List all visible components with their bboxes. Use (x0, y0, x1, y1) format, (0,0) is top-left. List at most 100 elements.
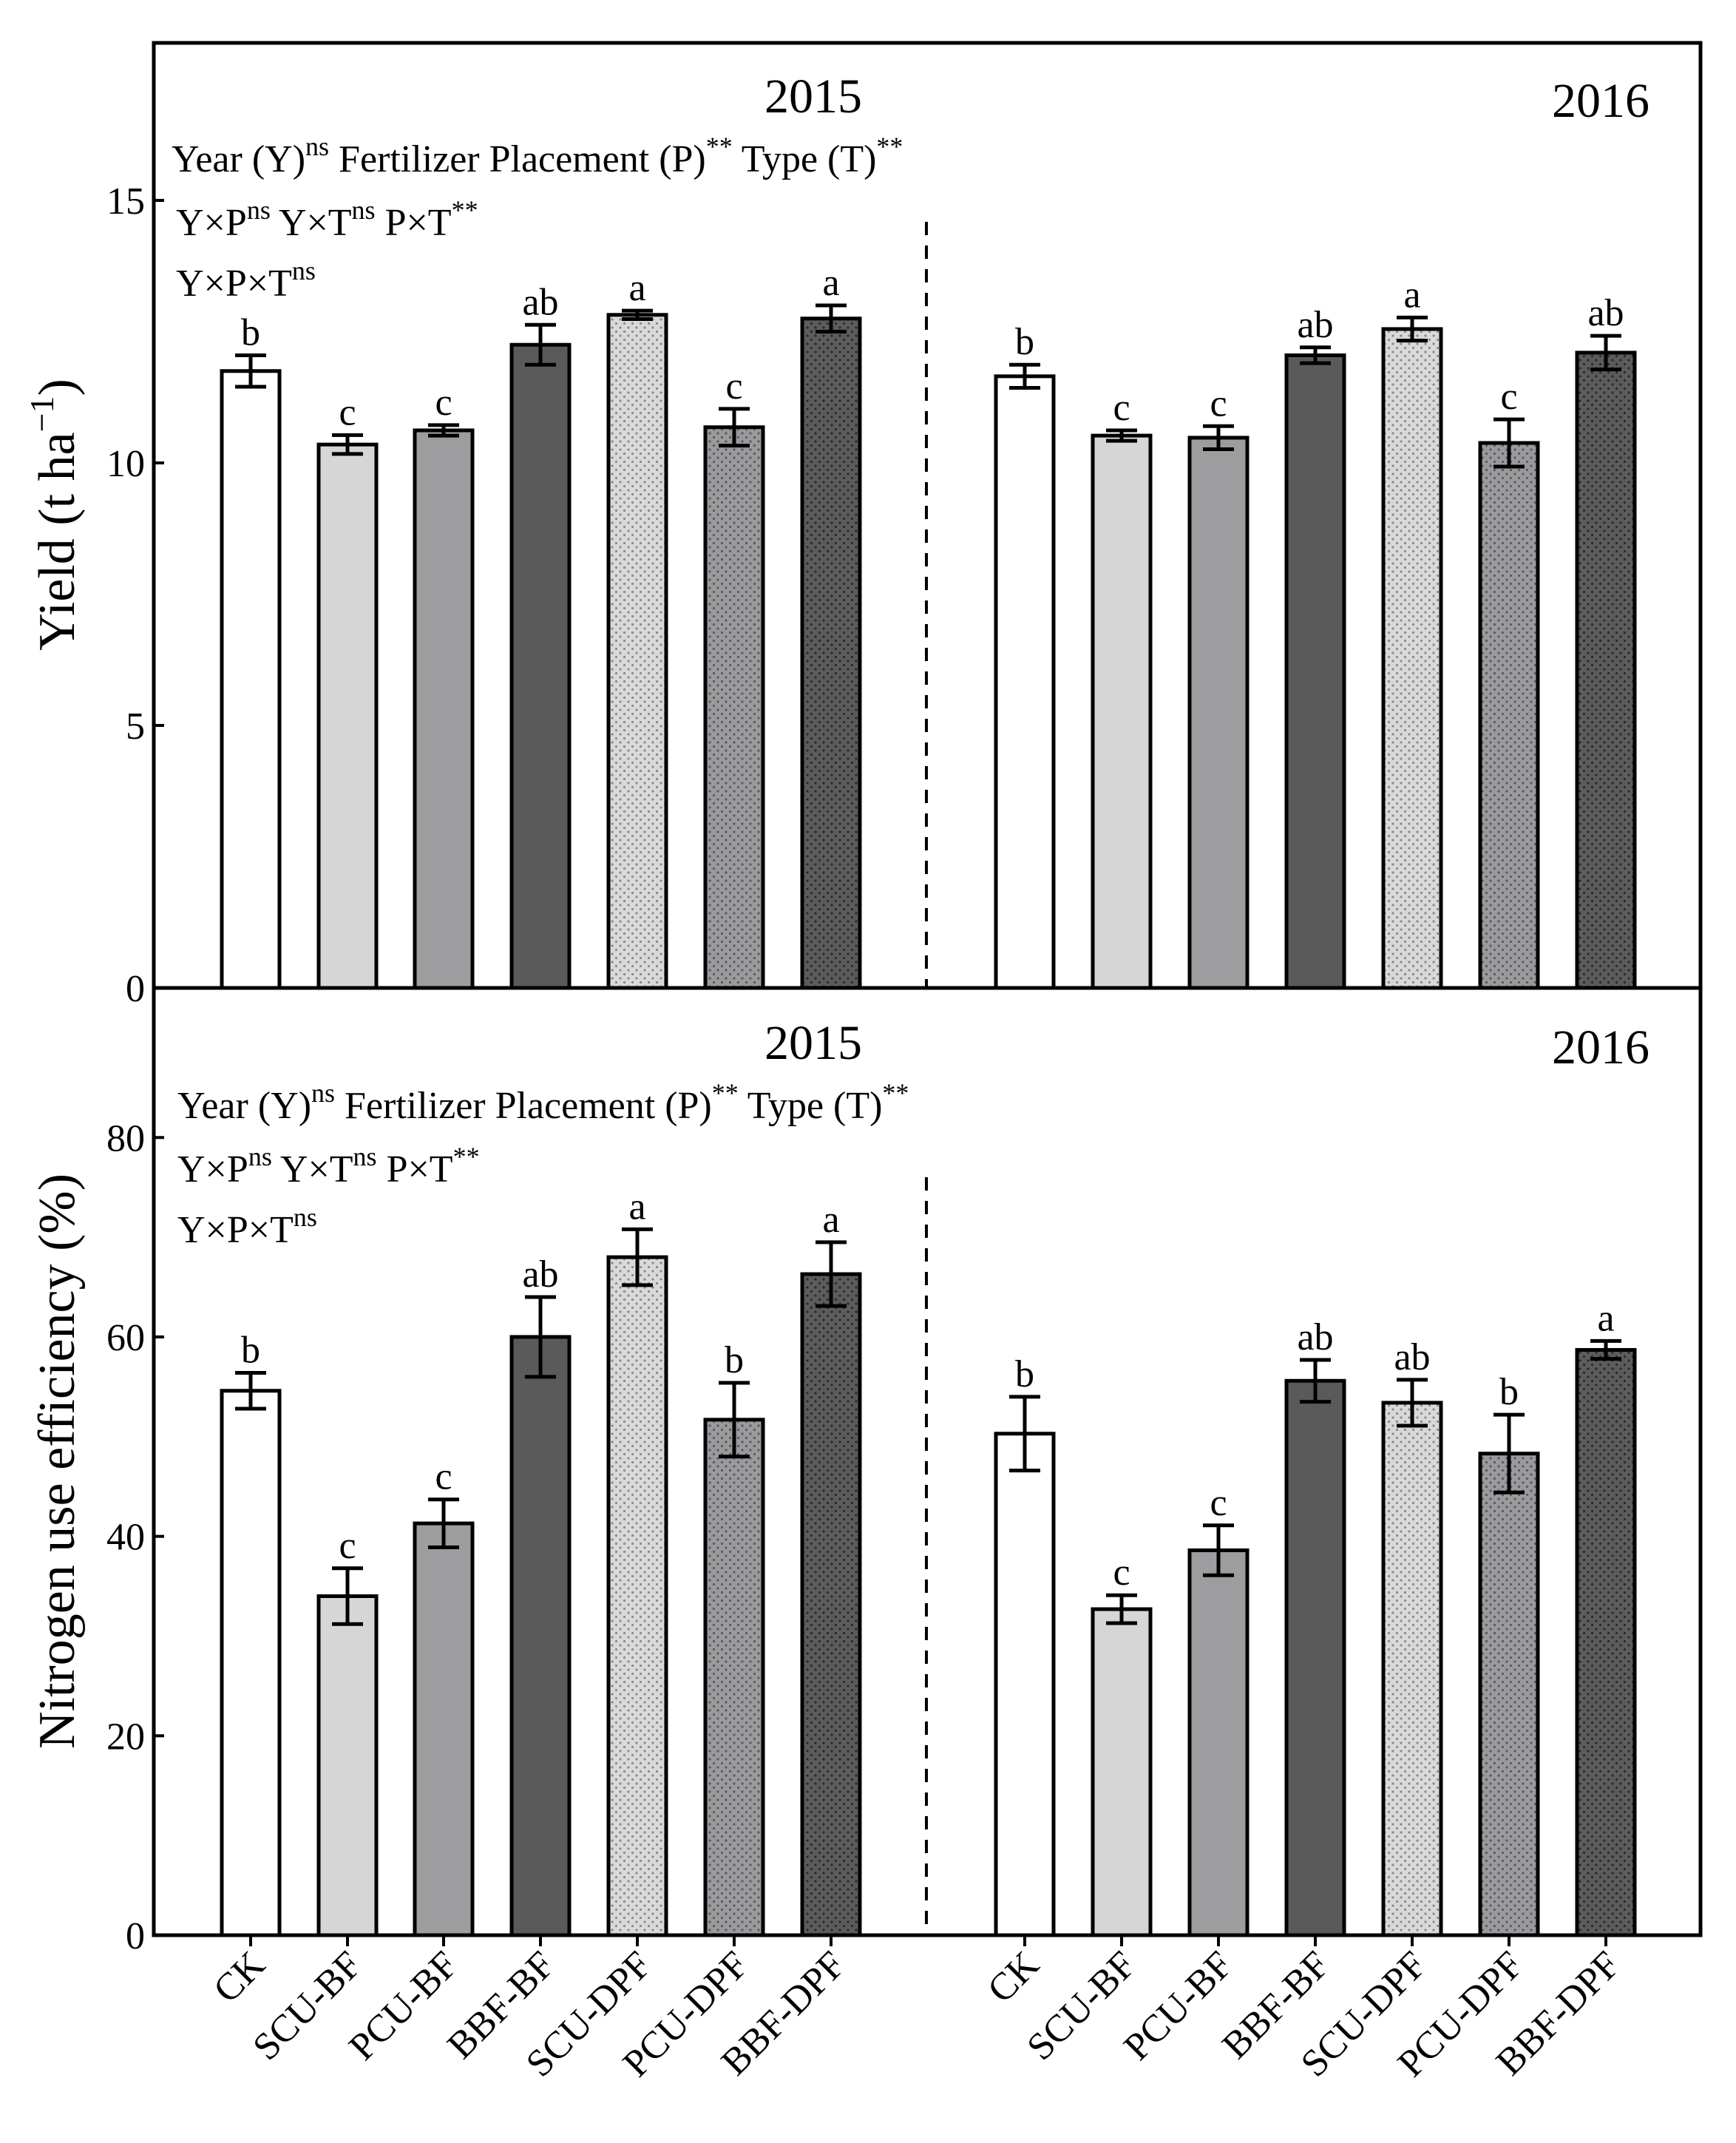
stats-line-3: Y×P×Tns (176, 256, 316, 305)
bar-pcu-dpf-2015 (703, 425, 765, 990)
stat-placement-sig: ** (712, 1078, 739, 1108)
stats-line-3: Y×P×Tns (177, 1202, 317, 1251)
yield-title-open: ( (29, 508, 86, 538)
bar-bbf-bf-2016 (1284, 353, 1346, 990)
bar-bbf-dpf-2016 (1575, 351, 1637, 990)
bar-scu-dpf-2015 (606, 313, 668, 990)
yield-unit-exp: −1 (23, 396, 61, 432)
stat-placement: Fertilizer Placement (P) (329, 138, 706, 180)
bar-bbf-bf-2015 (509, 342, 572, 990)
bar-pcu-bf-2015 (413, 428, 475, 990)
y-tick-label: 40 (106, 1517, 145, 1559)
stats-line-2: Y×Pns Y×Tns P×T** (176, 195, 478, 244)
bar-ck-2015 (220, 369, 282, 990)
x-tick-label: PCU-BF (341, 1943, 466, 2068)
significance-letter: c (1210, 1482, 1227, 1524)
bar-ck-2016 (994, 374, 1056, 990)
yield-title-close: ) (29, 379, 86, 396)
stats-line-2: Y×Pns Y×Tns P×T** (177, 1142, 480, 1191)
bar-bbf-dpf-2015 (800, 316, 862, 990)
stats-line-1: Year (Y)ns Fertilizer Placement (P)** Ty… (172, 132, 903, 180)
stat-placement: Fertilizer Placement (P) (335, 1085, 712, 1127)
bar-bbf-dpf-2015 (800, 1272, 862, 1937)
year-label-2016: 2016 (1552, 1020, 1649, 1074)
bar-scu-bf-2016 (1091, 1607, 1153, 1937)
bar-pcu-bf-2016 (1187, 436, 1250, 990)
significance-letter: a (822, 262, 839, 304)
stat-pxt-sig: ** (453, 1142, 480, 1171)
year-label-2016: 2016 (1552, 74, 1649, 128)
x-tick-label: PCU-BF (1116, 1943, 1241, 2068)
year-label-2015: 2015 (764, 70, 862, 123)
significance-letter: c (339, 1525, 356, 1567)
x-tick-label: SCU-BF (1019, 1943, 1144, 2068)
stat-yxt: Y×T (272, 1148, 353, 1191)
significance-letter: a (628, 1185, 645, 1228)
stat-year: Year (Y) (172, 138, 305, 180)
significance-letter: a (628, 267, 645, 309)
y-tick-label: 10 (106, 443, 145, 485)
y-tick-label: 5 (126, 705, 145, 748)
stat-yxt-sig: ns (352, 195, 376, 225)
significance-letter: ab (522, 281, 558, 323)
significance-letter: c (435, 382, 452, 424)
bar-scu-bf-2015 (316, 1594, 379, 1937)
bar-bbf-dpf-2016 (1575, 1347, 1637, 1937)
significance-letter: c (1113, 387, 1130, 429)
significance-letter: ab (1394, 1336, 1430, 1378)
stat-pxt: P×T (377, 1148, 453, 1191)
significance-letter: a (822, 1199, 839, 1241)
stat-yxt: Y×T (271, 202, 352, 244)
y-tick-label: 80 (106, 1117, 145, 1159)
stat-yxp: Y×P (177, 1148, 248, 1191)
stat-pxt-sig: ** (452, 195, 478, 225)
significance-letter: b (1499, 1371, 1519, 1413)
nue-y-axis-title: Nitrogen use efficiency (%) (29, 1174, 86, 1749)
significance-letter: b (725, 1339, 744, 1381)
stat-yxpxt: Y×P×T (176, 263, 292, 305)
significance-letter: ab (522, 1253, 558, 1296)
significance-letter: b (1015, 321, 1034, 363)
bar-bbf-bf-2016 (1284, 1378, 1346, 1937)
stat-pxt: P×T (376, 202, 452, 244)
significance-letter: a (1403, 274, 1420, 316)
bar-pcu-bf-2016 (1187, 1548, 1250, 1937)
stat-year-sig: ns (311, 1078, 335, 1108)
x-tick-label: CK (980, 1943, 1048, 2011)
yield-unit: t ha (29, 432, 86, 508)
significance-letter: c (725, 365, 742, 407)
x-tick-label: CK (206, 1943, 274, 2011)
bar-pcu-bf-2015 (413, 1521, 475, 1937)
bar-scu-bf-2016 (1091, 433, 1153, 990)
significance-letter: c (435, 1456, 452, 1498)
nue-y-axis: 0 20 40 60 80 (106, 1117, 164, 1957)
stat-yxp: Y×P (176, 202, 247, 244)
significance-letter: ab (1297, 304, 1333, 346)
bar-pcu-dpf-2016 (1478, 1452, 1540, 1937)
stat-yxp-sig: ns (248, 1142, 272, 1171)
stat-yxp-sig: ns (247, 195, 271, 225)
yield-title-text: Yield (29, 538, 86, 651)
bar-ck-2016 (994, 1432, 1056, 1937)
stat-year-sig: ns (305, 132, 329, 161)
stat-type-sig: ** (882, 1078, 909, 1108)
bar-scu-dpf-2016 (1381, 327, 1443, 990)
bar-scu-dpf-2015 (606, 1255, 668, 1937)
significance-letter: a (1597, 1297, 1614, 1339)
y-tick-label: 0 (126, 968, 145, 1010)
stat-yxpxt-sig: ns (294, 1202, 317, 1232)
year-label-2015: 2015 (764, 1016, 862, 1070)
bar-pcu-dpf-2015 (703, 1418, 765, 1937)
significance-letter: c (1500, 376, 1517, 418)
significance-letter: c (1113, 1551, 1130, 1594)
bar-ck-2015 (220, 1389, 282, 1937)
stats-line-1: Year (Y)ns Fertilizer Placement (P)** Ty… (177, 1078, 909, 1127)
significance-letter: c (1210, 382, 1227, 424)
significance-letter: ab (1297, 1316, 1333, 1358)
y-tick-label: 60 (106, 1317, 145, 1359)
